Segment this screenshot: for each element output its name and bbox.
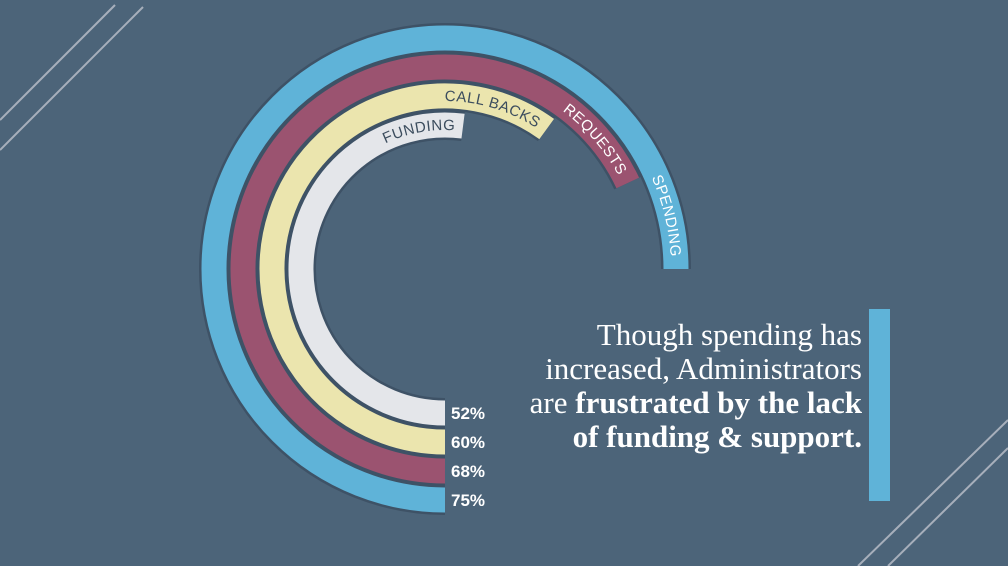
ring-bar-spending xyxy=(201,25,689,513)
accent-bar xyxy=(869,309,890,501)
ring-bar-funding xyxy=(288,112,465,426)
value-label-spending: 75% xyxy=(451,491,485,510)
decorative-lines xyxy=(0,4,1008,566)
value-label-funding: 52% xyxy=(451,404,485,423)
caption-lead: Though spending has increased, Administr… xyxy=(529,317,862,420)
decorative-line xyxy=(0,4,116,121)
ring-bar-call-backs xyxy=(259,83,555,455)
ring-bars xyxy=(201,25,689,513)
decorative-line xyxy=(0,6,144,151)
caption-text: Though spending has increased, Administr… xyxy=(502,318,862,454)
decorative-line xyxy=(857,419,1008,566)
value-labels: 52% 60% 68% 75% xyxy=(451,404,485,510)
caption-emphasis: frustrated by the lack of funding & supp… xyxy=(572,385,862,454)
ring-bar-requests xyxy=(230,54,640,484)
decorative-line xyxy=(887,447,1008,566)
value-label-requests: 68% xyxy=(451,462,485,481)
value-label-call-backs: 60% xyxy=(451,433,485,452)
